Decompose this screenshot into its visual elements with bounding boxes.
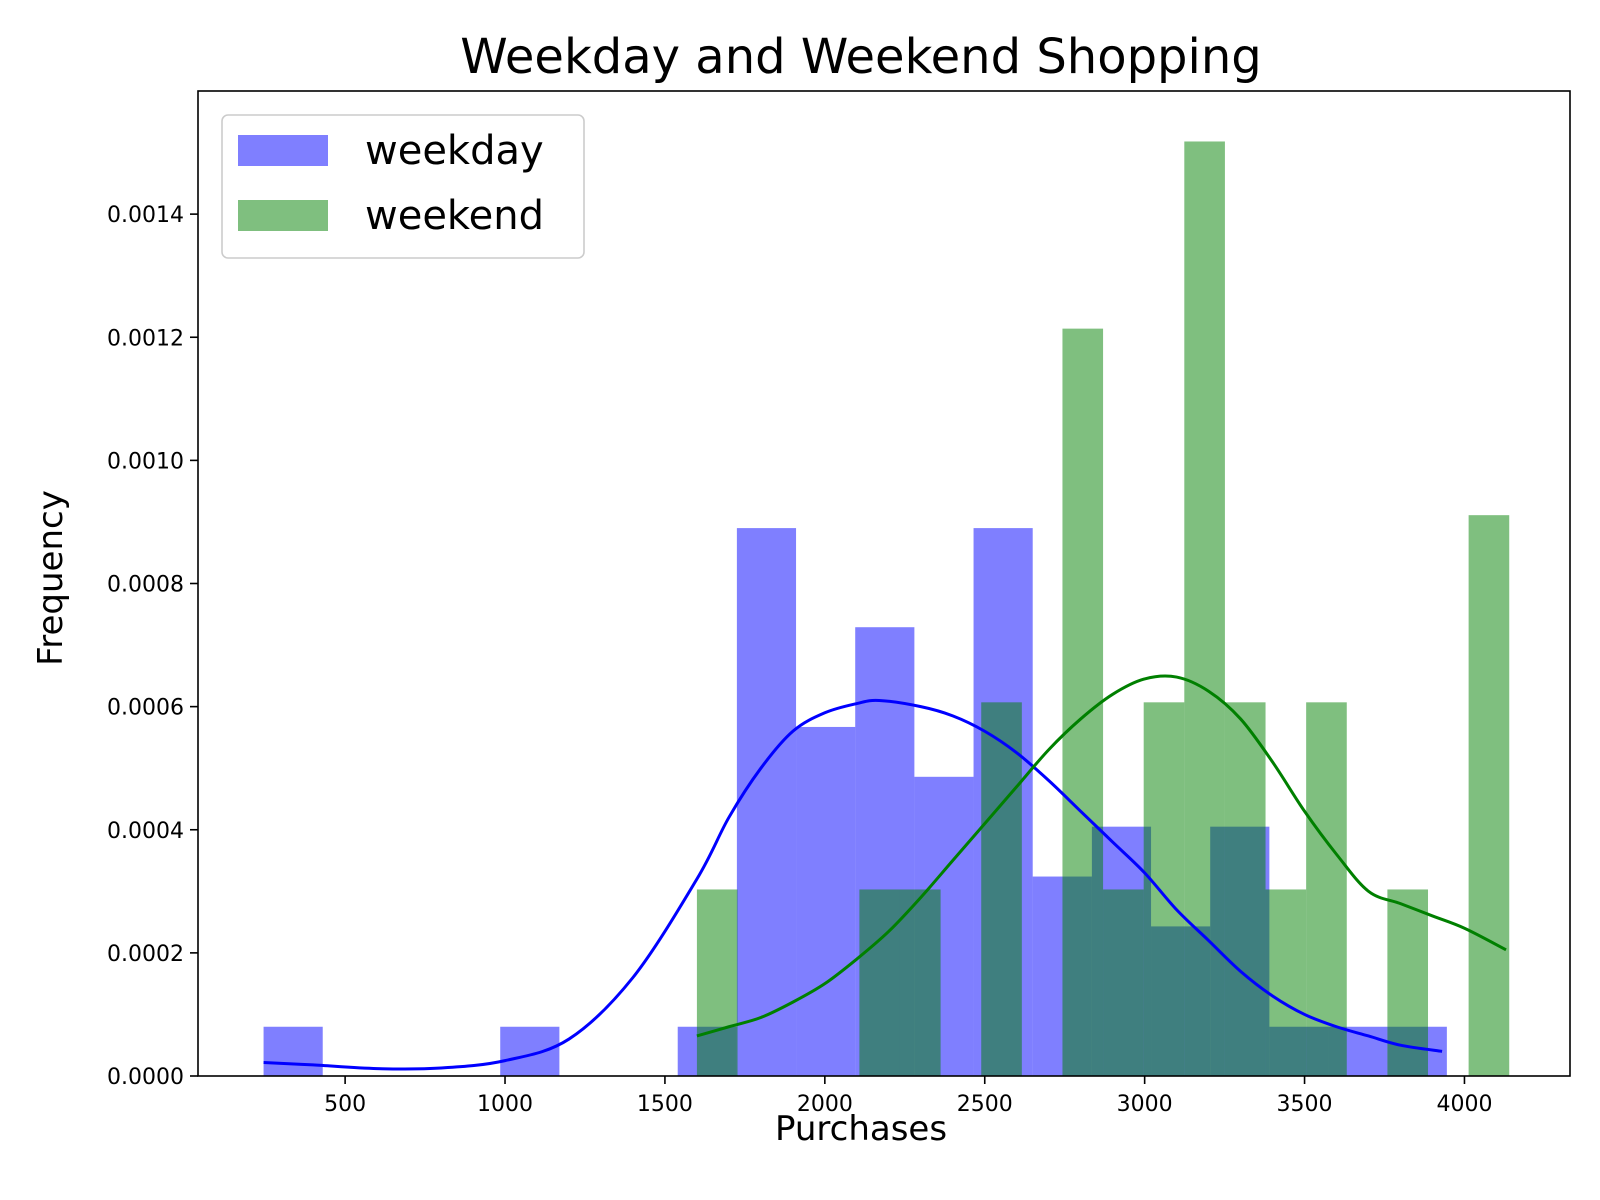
chart-title: Weekday and Weekend Shopping — [460, 29, 1262, 85]
x-tick-label: 3500 — [1277, 1092, 1333, 1117]
weekday-legend-label: weekday — [365, 128, 544, 174]
x-tick-label: 2000 — [797, 1092, 853, 1117]
y-axis-label: Frequency — [31, 490, 71, 666]
weekday-bar — [796, 726, 856, 1076]
weekday-bar — [500, 1026, 560, 1076]
x-axis-label: Purchases — [775, 1109, 947, 1149]
x-tick-label: 4000 — [1436, 1092, 1492, 1117]
y-tick-label: 0.0004 — [107, 819, 184, 844]
y-tick-label: 0.0010 — [107, 449, 184, 474]
y-tick-label: 0.0002 — [107, 942, 184, 967]
x-tick-label: 1500 — [637, 1092, 693, 1117]
weekend-bar — [859, 889, 900, 1076]
y-tick-label: 0.0008 — [107, 573, 184, 598]
weekend-bar — [1184, 141, 1225, 1076]
weekend-legend-swatch — [238, 200, 328, 231]
y-tick-label: 0.0012 — [107, 326, 184, 351]
density-curves — [263, 674, 1507, 1071]
weekday-density-line — [263, 698, 1443, 1071]
x-tick-label: 500 — [324, 1092, 366, 1117]
weekday-bar — [263, 1026, 323, 1076]
weekend-bar — [1265, 889, 1307, 1076]
weekend-bar — [1103, 889, 1144, 1076]
axis-ticks: 500 1000 1500 2000 2500 3000 3500 4000 0.0000 0.0… — [107, 203, 1492, 1117]
weekday-legend-swatch — [238, 135, 328, 166]
weekend-bar — [981, 702, 1022, 1076]
weekend-bar — [696, 889, 738, 1076]
y-tick-label: 0.0000 — [107, 1065, 184, 1090]
legend: weekday weekend — [221, 114, 585, 259]
weekend-bar — [1224, 702, 1266, 1076]
weekend-bar — [1468, 515, 1510, 1076]
weekend-legend-label: weekend — [365, 193, 544, 239]
x-tick-label: 3000 — [1117, 1092, 1173, 1117]
x-tick-label: 1000 — [477, 1092, 533, 1117]
weekday-bar — [736, 528, 797, 1076]
y-tick-label: 0.0014 — [107, 203, 184, 228]
plot-area-frame — [197, 90, 1571, 1077]
weekend-bar — [1062, 328, 1104, 1077]
weekend-bar — [1143, 702, 1185, 1076]
weekend-bar — [899, 889, 941, 1076]
weekend-bar — [1306, 702, 1347, 1076]
weekend-density-line — [696, 674, 1507, 1038]
y-tick-label: 0.0006 — [107, 696, 184, 721]
x-tick-label: 2500 — [957, 1092, 1013, 1117]
histogram-bars — [263, 141, 1510, 1077]
